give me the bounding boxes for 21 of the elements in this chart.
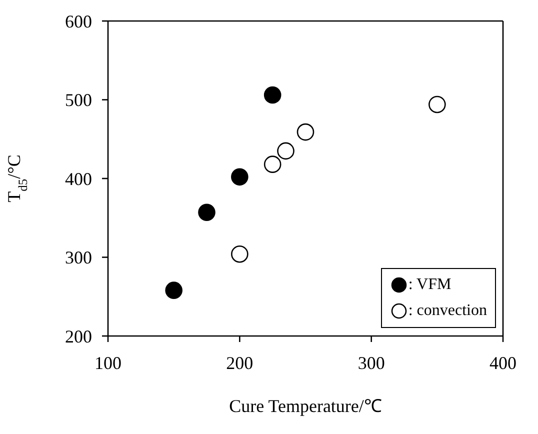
x-tick-label: 400 xyxy=(490,352,516,373)
point xyxy=(428,96,446,114)
y-tick-label: 400 xyxy=(65,168,92,189)
x-tick-label: 200 xyxy=(226,352,254,373)
x-tick-label: 300 xyxy=(358,352,385,373)
point xyxy=(231,245,248,263)
point xyxy=(277,142,294,160)
point xyxy=(296,123,314,141)
y-tick-label: 500 xyxy=(65,90,92,110)
point xyxy=(165,282,182,299)
point xyxy=(231,168,248,186)
legend-label: : convection xyxy=(408,301,487,321)
point xyxy=(264,156,282,173)
y-tick-label: 300 xyxy=(65,248,92,268)
point xyxy=(198,204,216,222)
y-tick-label: 200 xyxy=(65,326,92,346)
legend-label: : VFM xyxy=(408,275,452,295)
y-tick-label: 600 xyxy=(65,11,92,32)
point xyxy=(264,86,282,104)
x-tick-label: 100 xyxy=(94,352,122,373)
x-axis-title: Cure Temperature/℃ xyxy=(229,396,382,416)
